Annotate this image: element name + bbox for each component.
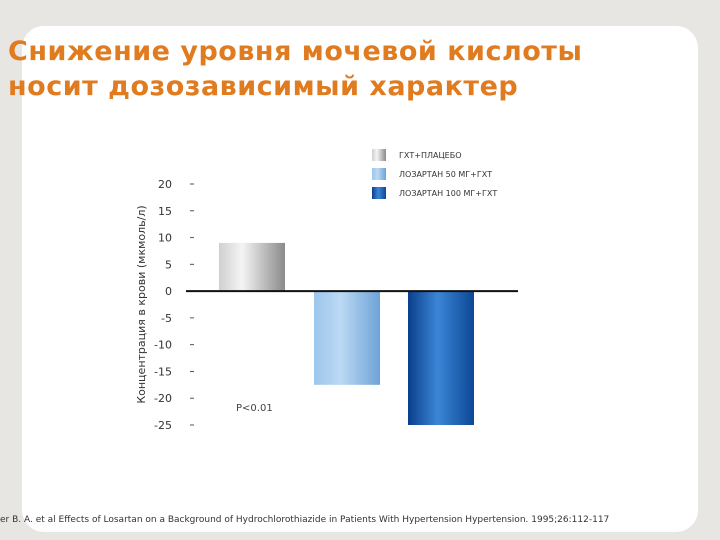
y-tick-label: 15 bbox=[158, 205, 172, 218]
legend-swatch bbox=[372, 187, 386, 199]
y-axis-label: Концентрация в крови (мкмоль/л) bbox=[135, 205, 148, 403]
y-tick-label: -20 bbox=[154, 392, 172, 405]
title-line-1: Снижение уровня мочевой кислоты bbox=[8, 36, 583, 67]
bars bbox=[219, 242, 474, 425]
legend-label: ЛОЗАРТАН 100 МГ+ГХТ bbox=[399, 189, 497, 198]
y-tick-label: 0 bbox=[165, 285, 172, 298]
slide-panel bbox=[22, 26, 698, 532]
y-tick-label: -5 bbox=[161, 312, 172, 325]
bar-series-2 bbox=[314, 291, 380, 385]
legend-swatch bbox=[372, 149, 386, 161]
y-tick-label: -15 bbox=[154, 365, 172, 378]
y-tick-label: -25 bbox=[154, 419, 172, 432]
y-axis-ticks: 20 15 10 5 0 -5 -10 -15 -20 -25 bbox=[154, 178, 194, 432]
title-line-2: носит дозозависимый характер bbox=[8, 71, 519, 102]
bar-series-1 bbox=[219, 242, 285, 292]
bar-series-3 bbox=[408, 291, 474, 425]
legend-label: ГХТ+ПЛАЦЕБО bbox=[399, 151, 462, 160]
y-tick-label: -10 bbox=[154, 339, 172, 352]
y-tick-label: 5 bbox=[165, 258, 172, 271]
y-tick-label: 10 bbox=[158, 232, 172, 245]
legend: ГХТ+ПЛАЦЕБО ЛОЗАРТАН 50 МГ+ГХТ ЛОЗАРТАН 10… bbox=[372, 149, 497, 199]
legend-swatch bbox=[372, 168, 386, 180]
citation: er B. A. et al Effects of Losartan on a … bbox=[0, 515, 610, 525]
y-tick-label: 20 bbox=[158, 178, 172, 191]
slide-title: Снижение уровня мочевой кислоты носит до… bbox=[8, 34, 648, 104]
significance-annotation: P<0.01 bbox=[236, 403, 273, 414]
legend-label: ЛОЗАРТАН 50 МГ+ГХТ bbox=[399, 170, 492, 179]
